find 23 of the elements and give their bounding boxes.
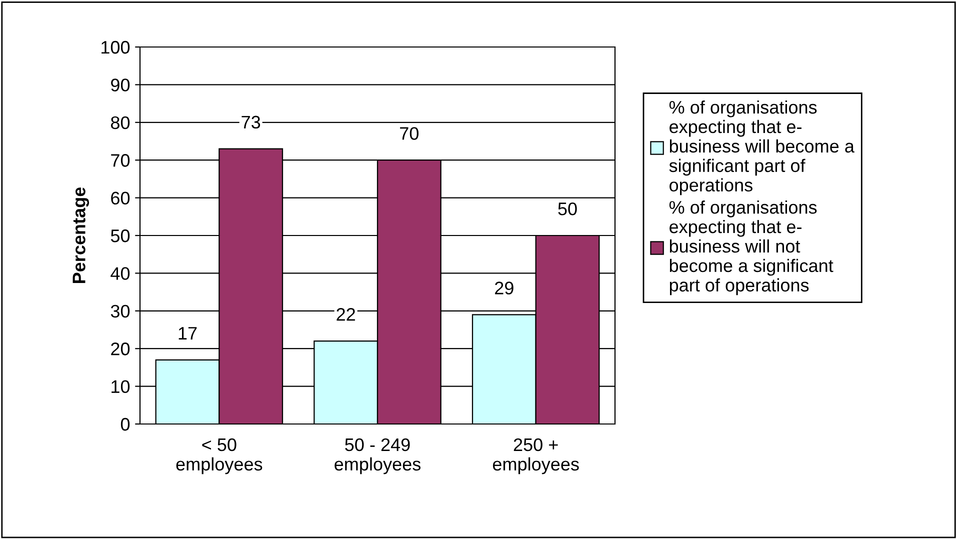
y-axis-title: Percentage <box>72 187 90 283</box>
x-tick-label: 250 + employees <box>492 438 579 474</box>
legend-label: % of organisations expecting that e- business will become a significant part of operations <box>669 100 854 196</box>
legend-label: % of organisations expecting that e- business will not become a significant part of operations <box>669 200 834 296</box>
x-tick-label: < 50 employees <box>176 438 262 474</box>
data-label: 50 <box>558 202 577 216</box>
y-tick-label: 30 <box>110 304 130 318</box>
y-tick-label: 20 <box>111 342 130 356</box>
data-label: 29 <box>495 282 514 294</box>
y-tick-label: 60 <box>111 192 130 205</box>
data-label: 22 <box>336 308 355 321</box>
y-tick-label: 100 <box>102 40 130 54</box>
y-tick-label: 0 <box>120 418 130 431</box>
x-tick-label: 50 - 249 employees <box>334 438 421 474</box>
y-tick-label: 90 <box>111 78 130 92</box>
y-tick-label: 80 <box>110 116 130 130</box>
y-tick-label: 10 <box>112 380 130 394</box>
data-label: 17 <box>178 327 197 340</box>
data-label: 70 <box>400 127 419 140</box>
y-tick-label: 40 <box>110 267 130 280</box>
y-tick-label: 70 <box>111 154 130 167</box>
y-tick-label: 50 <box>110 229 130 242</box>
data-label: 73 <box>242 116 260 129</box>
